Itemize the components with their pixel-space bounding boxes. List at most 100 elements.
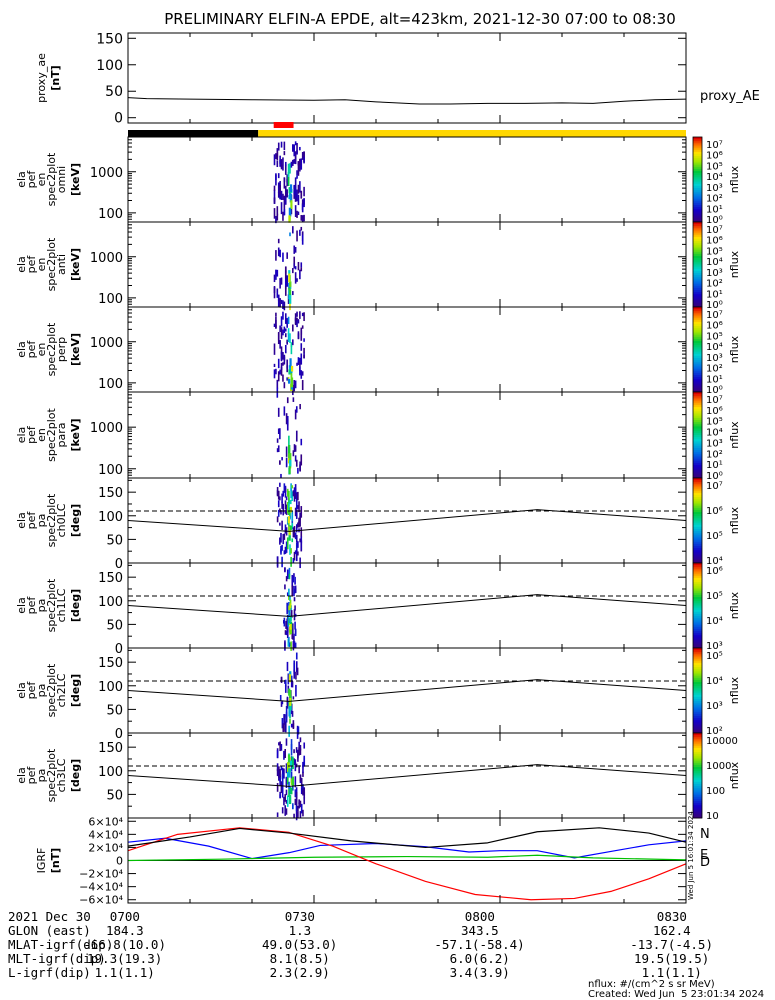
flux-cell <box>279 428 281 440</box>
flux-cell <box>279 298 281 308</box>
colorbar-cell <box>693 805 702 808</box>
flux-cell <box>293 144 296 157</box>
flux-cell <box>299 181 301 193</box>
flux-cell <box>283 406 286 416</box>
flux-cell <box>294 186 297 198</box>
flux-cell <box>290 723 293 728</box>
colorbar-cell <box>693 232 702 236</box>
ylabel-line: IGRF <box>35 848 48 874</box>
flux-core-cell <box>291 759 294 770</box>
colorbar-cell <box>693 730 702 734</box>
flux-cell <box>280 701 283 707</box>
colorbar-cell <box>693 643 702 647</box>
flux-core-cell <box>288 273 291 283</box>
colorbar-cell <box>693 183 702 187</box>
flux-cell <box>285 789 288 796</box>
panel-pa-ch1: 150 100 50 0 <box>98 562 687 657</box>
colorbar-cell <box>693 292 702 295</box>
flux-cell <box>298 747 300 756</box>
flux-cell <box>289 544 291 555</box>
flux-cell <box>279 159 281 167</box>
colorbar-cell <box>693 460 702 464</box>
flux-core-cell <box>287 454 291 464</box>
colorbar-cell <box>693 379 702 382</box>
colorbar-cell <box>693 667 702 670</box>
flux-cell <box>286 602 288 615</box>
colorbar-tick-label: 100 <box>706 786 725 797</box>
colorbar-cell <box>693 694 702 698</box>
flux-cell <box>279 794 281 798</box>
flux-cell <box>297 331 300 339</box>
flux-cell <box>277 509 280 517</box>
colorbar-cell <box>693 141 702 144</box>
flux-cell <box>294 266 297 270</box>
colorbar-cell <box>693 330 702 333</box>
flux-cell <box>280 366 283 376</box>
flux-cell <box>299 774 302 782</box>
flux-cell <box>273 154 276 166</box>
panel-proxy_ae: 150 100 50 0 proxy_AE <box>96 31 760 126</box>
flux-cell <box>288 781 290 789</box>
flux-cell <box>285 541 288 553</box>
y-tick-label: 0 <box>115 642 123 657</box>
flux-cell <box>276 768 279 777</box>
flux-cell <box>300 506 303 518</box>
flux-cell <box>280 473 282 479</box>
flux-cell <box>280 316 283 327</box>
legend-proxy-ae: proxy_AE <box>700 89 760 104</box>
flux-cell <box>294 196 297 202</box>
flux-cell <box>290 161 293 168</box>
flux-cell <box>301 325 304 329</box>
colorbar-cell <box>693 809 702 813</box>
colorbar-cell <box>693 413 702 417</box>
colorbar-cell <box>693 609 702 613</box>
flux-cell <box>303 787 306 799</box>
flux-cell <box>293 609 296 621</box>
colorbar-cell <box>693 190 702 193</box>
colorbar-cell <box>693 156 702 159</box>
ylabel-line: [deg] <box>69 674 82 707</box>
colorbar-cell <box>693 247 702 251</box>
ylabel-line: en <box>35 258 48 272</box>
flux-core-cell <box>291 756 294 763</box>
flux-cell <box>295 550 298 562</box>
colorbar-cell <box>693 473 702 477</box>
flux-cell <box>294 177 297 190</box>
flux-cell <box>302 787 304 794</box>
flux-cell <box>294 247 297 253</box>
panel-frame <box>127 391 687 479</box>
igrf-series-n <box>127 837 687 860</box>
flux-core-cell <box>288 215 291 223</box>
colorbar-cell <box>693 400 702 404</box>
flux-cell <box>287 163 290 176</box>
ylabel-line: ela <box>15 341 28 358</box>
flux-cell <box>279 460 281 464</box>
flux-cell <box>277 503 280 508</box>
flux-cell <box>302 784 304 789</box>
flux-cell <box>300 778 303 788</box>
flux-cell <box>297 172 300 176</box>
flux-core-cell <box>289 760 292 766</box>
footer-row-label: 2021 Dec 30 <box>8 909 91 924</box>
colorbar-cell <box>693 775 702 779</box>
flux-cell <box>286 397 289 404</box>
legend-e: E <box>700 848 708 863</box>
flux-core-cell <box>291 776 295 787</box>
colorbar-cell <box>693 754 702 757</box>
ylabel-line: ch1LC <box>55 588 68 622</box>
colorbar-cell <box>693 164 702 168</box>
flux-cell <box>283 768 285 779</box>
flux-cell <box>297 726 300 735</box>
flux-cell <box>286 275 288 287</box>
flux-cell <box>299 366 301 376</box>
colorbar-cell <box>693 594 702 598</box>
flux-cell <box>279 769 281 778</box>
flux-cell <box>300 330 303 341</box>
flux-cell <box>294 507 297 517</box>
flux-cell <box>284 500 287 510</box>
flux-cell <box>280 362 283 370</box>
flux-cell <box>273 189 276 202</box>
flux-cell <box>283 382 286 389</box>
